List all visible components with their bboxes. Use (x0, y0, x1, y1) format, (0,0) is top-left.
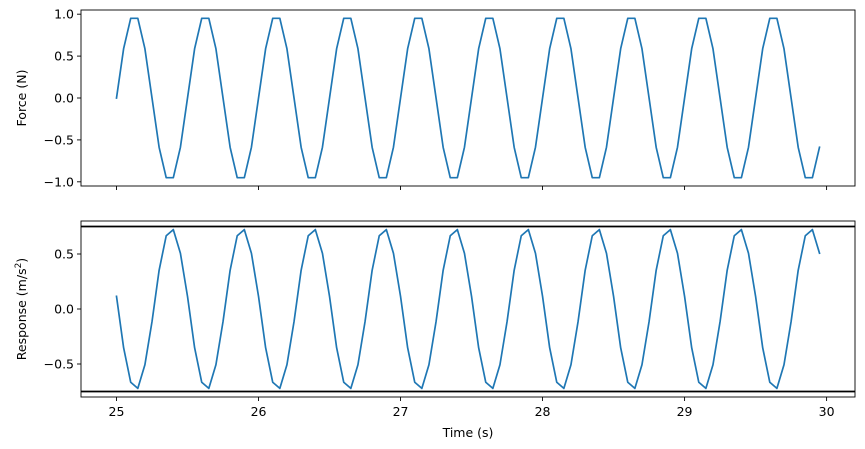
force-y-tick-label: 0.5 (54, 49, 74, 64)
response-y-axis-label-main: Response (m/s (14, 268, 29, 360)
response-x-tick-label: 27 (393, 404, 409, 419)
response-x-axis-label: Time (s) (442, 425, 494, 440)
force-y-tick-label: −0.5 (44, 132, 74, 147)
response-panel: −0.5 0.0 0.5 25 26 27 28 29 30 Response (m/s2) T… (14, 220, 856, 440)
force-axes-frame (80, 9, 856, 187)
response-series-line (115, 228, 821, 390)
response-x-tick-label: 30 (819, 404, 835, 419)
force-series-line (115, 17, 821, 179)
response-x-tick-label: 28 (535, 404, 551, 419)
force-y-tick-label: 0.0 (54, 91, 74, 106)
force-series-layer (115, 17, 821, 179)
response-series-layer (115, 228, 821, 390)
response-x-tick-label: 26 (251, 404, 267, 419)
response-axes-frame (80, 220, 856, 398)
response-y-tick-label: −0.5 (44, 357, 74, 372)
force-y-tick-label: −1.0 (44, 174, 74, 189)
force-panel: −1.0 −0.5 0.0 0.5 1.0 Force (N) (14, 7, 856, 190)
response-y-axis-label-superscript: 2 (14, 263, 24, 269)
response-x-tick-label: 29 (677, 404, 693, 419)
force-tick-layer: −1.0 −0.5 0.0 0.5 1.0 (44, 7, 828, 190)
force-y-tick-label: 1.0 (54, 7, 74, 22)
response-y-axis-label-suffix: ) (14, 258, 29, 263)
response-y-axis-label: Response (m/s2) (14, 258, 29, 360)
response-y-tick-label: 0.0 (54, 302, 74, 317)
response-hline-layer (81, 225, 855, 393)
response-y-tick-label: 0.5 (54, 247, 74, 262)
force-y-axis-label: Force (N) (14, 70, 29, 127)
response-x-tick-label: 25 (109, 404, 125, 419)
response-tick-layer: −0.5 0.0 0.5 25 26 27 28 29 30 (44, 247, 835, 420)
